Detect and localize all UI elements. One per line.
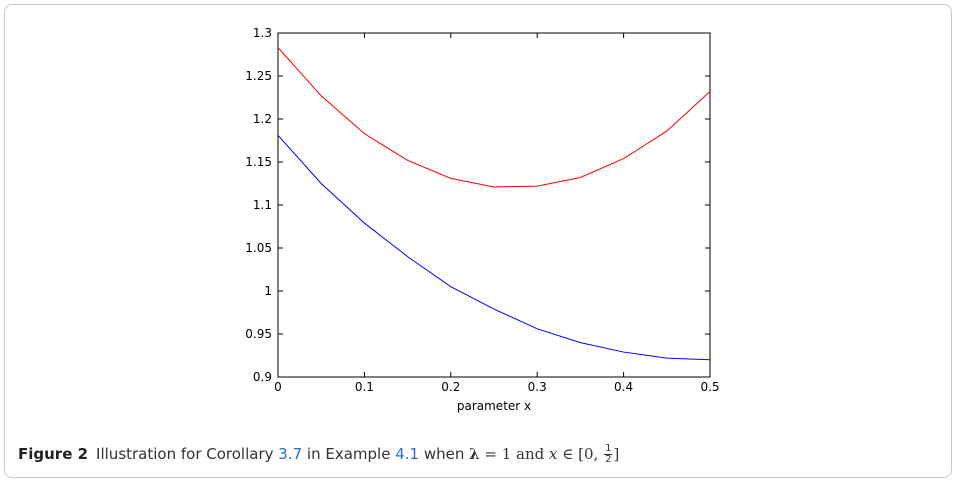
series-lines [277,47,711,361]
plot-area [277,32,711,378]
y-tick-label: 1.2 [253,112,272,126]
series-line-1 [277,47,711,188]
line-chart: 0.9 0.95 1 1.05 1.1 1.15 1.2 1.25 1.3 0 0.1 0.2 0.3… [245,26,720,413]
y-tick-label: 1 [264,284,272,298]
y-tick-label: 1.05 [245,241,272,255]
x-tick-label: 0.5 [700,380,719,394]
caption-interval-open: ∈ [0, [557,445,604,463]
y-tick-label: 0.9 [253,370,272,384]
lambda-symbol: λ [469,445,480,463]
y-axis-ticks: 0.9 0.95 1 1.05 1.1 1.15 1.2 1.25 1.3 [245,26,710,384]
y-tick-label: 1.15 [245,155,272,169]
caption-text-2: in Example [302,445,396,463]
x-tick-label: 0.3 [528,380,547,394]
x-axis-label: parameter x [457,399,531,413]
y-tick-label: 0.95 [245,327,272,341]
x-tick-label: 0 [274,380,282,394]
y-tick-label: 1.1 [253,198,272,212]
figure-caption: Figure 2 Illustration for Corollary 3.7 i… [18,444,619,465]
x-tick-label: 0.4 [614,380,633,394]
y-tick-label: 1.25 [245,69,272,83]
y-tick-label: 1.3 [253,26,272,40]
x-axis-ticks: 0 0.1 0.2 0.3 0.4 0.5 [274,33,720,394]
x-variable: x [549,445,558,463]
x-tick-label: 0.1 [355,380,374,394]
fraction-numerator: 1 [604,443,613,455]
caption-interval-close: ] [613,445,620,463]
example-link[interactable]: 4.1 [395,445,420,463]
figure-label: Figure 2 [18,445,89,463]
caption-text-3: when [419,445,470,463]
series-line-2 [277,135,711,361]
figure-frame [4,4,952,478]
corollary-link[interactable]: 3.7 [278,445,303,463]
x-tick-label: 0.2 [441,380,460,394]
fraction-denominator: 2 [605,454,612,465]
caption-text-1: Illustration for Corollary [96,445,279,463]
caption-equals: = 1 and [479,445,550,463]
